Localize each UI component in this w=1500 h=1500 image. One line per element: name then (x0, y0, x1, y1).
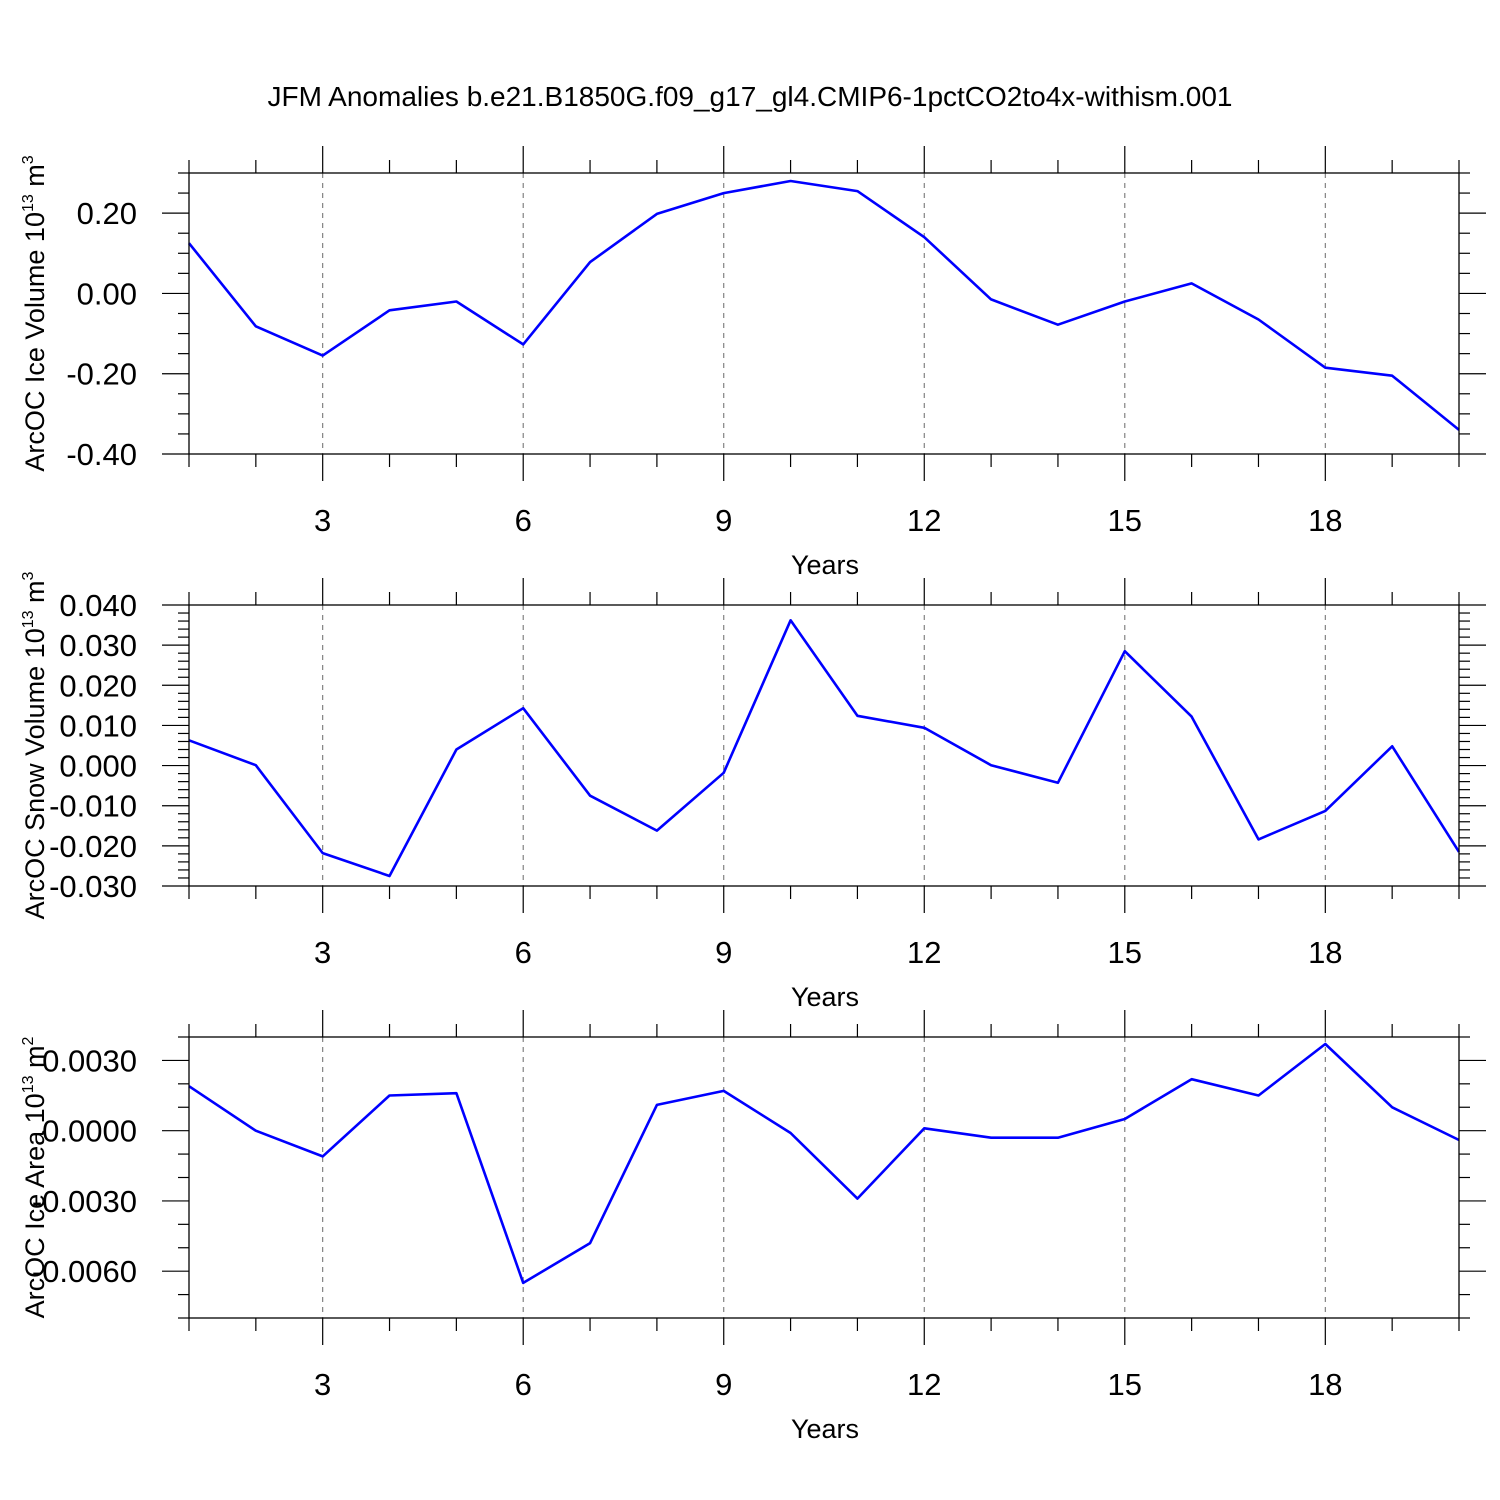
ice-volume-x-tick-label: 3 (314, 503, 331, 538)
ice-area-x-tick-label: 12 (907, 1367, 941, 1402)
ice-area-x-tick-label: 3 (314, 1367, 331, 1402)
ice-volume-panel: -0.40 -0.20 0.00 0.20 3 6 9 12 15 18 Years ArcOC Ic… (20, 146, 1486, 580)
snow-volume-x-tick-label: 9 (715, 935, 732, 970)
snow-volume-y-tick-label: -0.010 (49, 789, 137, 824)
ice-volume-y-axis-label-part: ArcOC Ice Volume 10 (20, 212, 50, 472)
ice-volume-x-tick-label: 6 (515, 503, 532, 538)
ice-area-panel: -0.0060 -0.0030 0.0000 0.0030 3 6 9 12 15 18 Years… (20, 1010, 1486, 1444)
ice-area-y-axis-label-part: 2 (20, 1037, 37, 1046)
snow-volume-y-tick-label: -0.020 (49, 829, 137, 864)
snow-volume-y-tick-label: 0.020 (59, 668, 137, 703)
snow-volume-x-tick-label: 12 (907, 935, 941, 970)
snow-volume-x-tick-label: 6 (515, 935, 532, 970)
snow-volume-panel: -0.030 -0.020 -0.010 0.000 0.010 0.020 0.030 0.… (20, 571, 1486, 1012)
ice-volume-plot-frame (188, 172, 1460, 455)
snow-volume-y-tick-label: 0.030 (59, 628, 137, 663)
snow-volume-x-tick-label: 15 (1108, 935, 1142, 970)
snow-volume-x-tick-label: 3 (314, 935, 331, 970)
ice-area-y-tick-label: -0.0030 (32, 1184, 137, 1219)
snow-volume-y-axis-label: ArcOC Snow Volume 1013 m3 (20, 571, 50, 919)
ice-area-y-tick-label: 0.0000 (42, 1114, 137, 1149)
ice-volume-x-axis-label: Years (791, 550, 859, 580)
snow-volume-series-line (188, 618, 1461, 878)
ice-volume-y-axis-label-part: m (20, 164, 50, 194)
snow-volume-y-axis-label-part: 3 (20, 571, 37, 580)
ice-area-y-axis-label-part: 13 (20, 1075, 37, 1093)
ice-volume-x-tick-label: 18 (1308, 503, 1342, 538)
snow-volume-y-tick-label: -0.030 (49, 869, 137, 904)
ice-volume-y-tick-label: -0.40 (66, 437, 137, 472)
ice-area-y-tick-label: 0.0030 (42, 1043, 137, 1078)
ice-area-y-axis-label-part: m (20, 1046, 50, 1076)
panels: -0.40 -0.20 0.00 0.20 3 6 9 12 15 18 Years ArcOC Ic… (20, 146, 1486, 1444)
ice-area-y-tick-label: -0.0060 (32, 1254, 137, 1289)
snow-volume-y-tick-label: 0.000 (59, 749, 137, 784)
ice-volume-y-axis-label-part: 3 (20, 155, 37, 164)
ice-volume-y-tick-label: 0.20 (77, 196, 137, 231)
snow-volume-y-axis-label-part: ArcOC Snow Volume 10 (20, 628, 50, 919)
ice-volume-y-axis-label: ArcOC Ice Volume 1013 m3 (20, 155, 50, 471)
ice-area-y-axis-label-part: ArcOC Ice Area 10 (20, 1093, 50, 1318)
ice-volume-x-tick-label: 9 (715, 503, 732, 538)
ice-volume-series-line (187, 179, 1460, 431)
snow-volume-y-tick-label: 0.010 (59, 708, 137, 743)
snow-volume-y-tick-label: 0.040 (59, 588, 137, 623)
ice-volume-y-tick-label: 0.00 (77, 276, 137, 311)
ice-volume-y-axis-label-part: 13 (20, 194, 37, 212)
snow-volume-y-axis-label-part: 13 (20, 610, 37, 628)
ice-area-x-tick-label: 9 (715, 1367, 732, 1402)
snow-volume-y-axis-label-part: m (20, 580, 50, 610)
snow-volume-plot-frame (188, 604, 1460, 887)
ice-area-x-axis-label: Years (791, 1414, 859, 1444)
chart-title: JFM Anomalies b.e21.B1850G.f09_g17_gl4.C… (268, 81, 1233, 112)
ice-volume-y-tick-label: -0.20 (66, 357, 137, 392)
ice-area-x-tick-label: 18 (1308, 1367, 1342, 1402)
ice-area-series-line (188, 1042, 1460, 1285)
ice-area-y-axis-label: ArcOC Ice Area 1013 m2 (20, 1037, 50, 1319)
ice-volume-x-tick-label: 15 (1108, 503, 1142, 538)
ice-volume-x-tick-label: 12 (907, 503, 941, 538)
ice-area-plot-frame (188, 1036, 1460, 1319)
ice-area-x-tick-label: 15 (1108, 1367, 1142, 1402)
ice-area-x-tick-label: 6 (515, 1367, 532, 1402)
snow-volume-x-tick-label: 18 (1308, 935, 1342, 970)
snow-volume-x-axis-label: Years (791, 982, 859, 1012)
